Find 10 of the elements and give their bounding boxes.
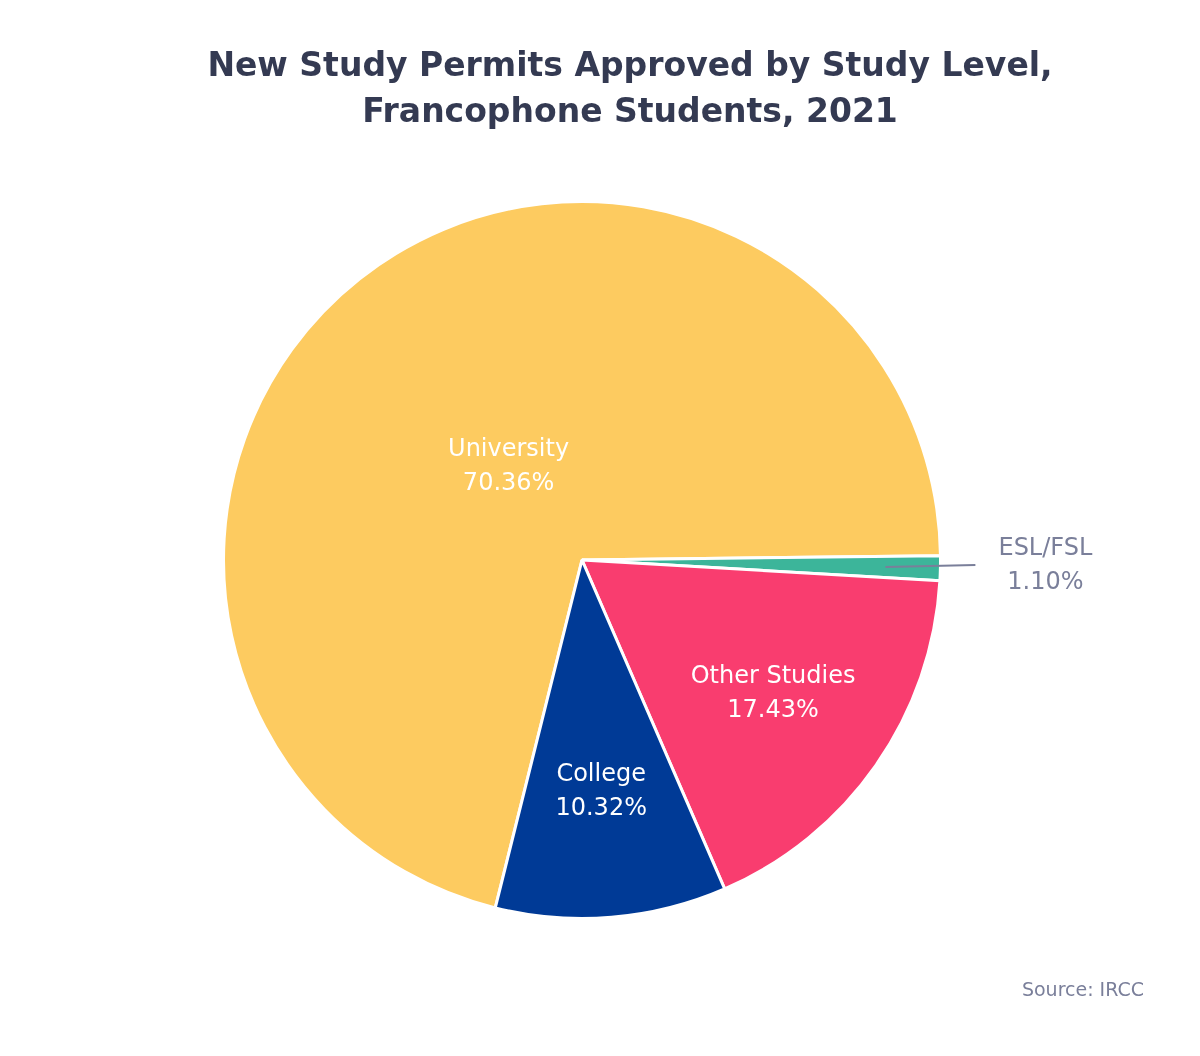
data-label: 10.32% [555,793,647,822]
source-note: Source: IRCC [1021,978,1144,1000]
data-label: 17.43% [727,694,819,723]
slice-label: ESL/FSL [998,533,1093,562]
data-label: 1.10% [1007,567,1084,596]
data-label: 70.36% [462,468,555,497]
slice-label: Other Studies [690,660,856,689]
slice-label: College [556,759,646,788]
chart-title: New Study Permits Approved by Study Level, Francophone Students, 2021 [206,44,1054,132]
slice-label: University [448,434,570,463]
